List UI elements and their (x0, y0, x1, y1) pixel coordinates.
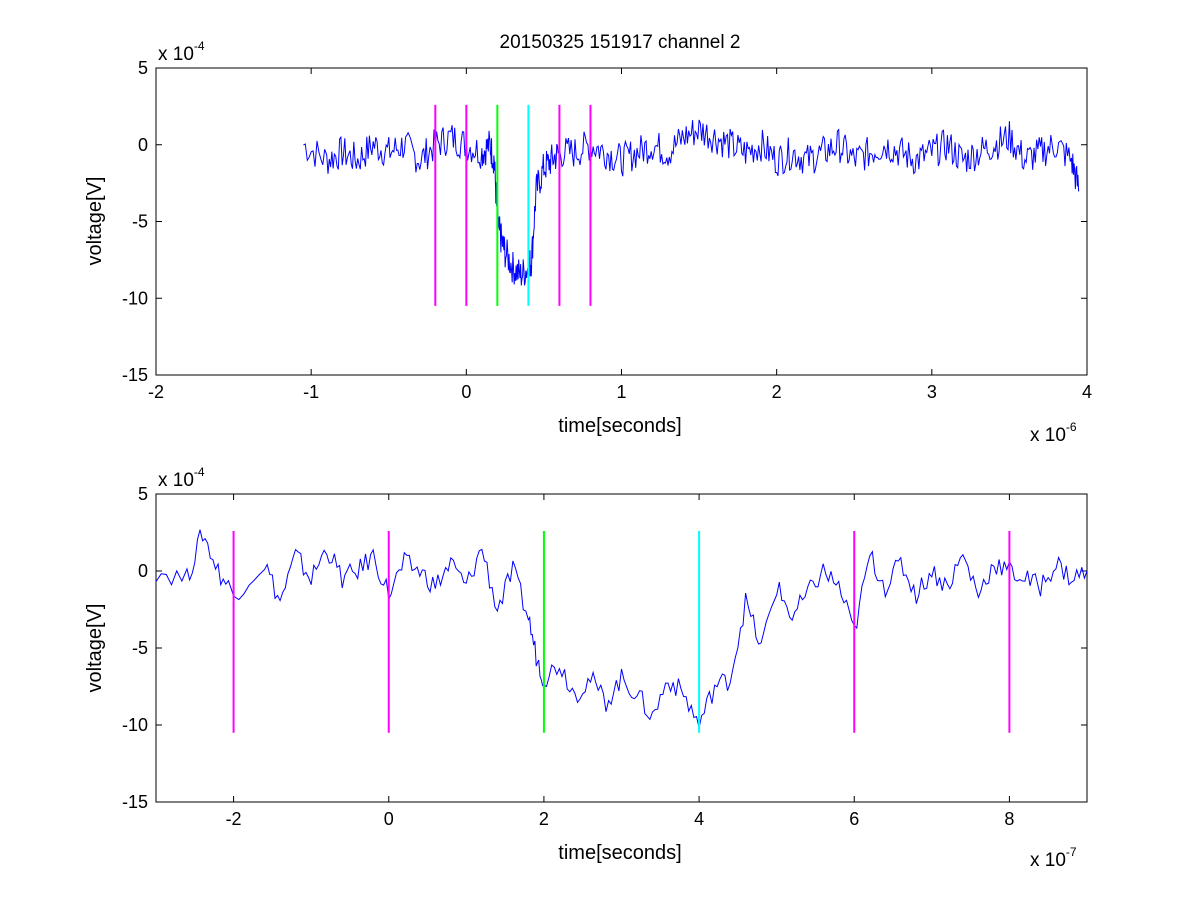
top-y-multiplier-exp: -4 (194, 39, 205, 53)
bottom-plot-marks: -2 0 2 4 6 8 5 0 -5 -10 -15 (122, 484, 1088, 829)
bottom-x-label: time[seconds] (558, 842, 681, 864)
bottom-y-multiplier: x 10-4 (158, 465, 205, 491)
top-plot-area (155, 67, 1088, 376)
top-y-tick-label: 0 (138, 135, 148, 155)
bottom-x-tick-label: 0 (384, 809, 394, 829)
top-x-tick-label: 4 (1082, 382, 1092, 402)
top-y-multiplier: x 10-4 (158, 39, 205, 65)
top-y-tick-label: -15 (122, 365, 148, 385)
top-plot-marks: -2 -1 0 1 2 3 450-5-10-15 (122, 58, 1092, 402)
top-x-multiplier: x 10-6 (1030, 420, 1077, 446)
bottom-y-tick-label: -15 (122, 792, 148, 812)
bottom-signal-line (155, 529, 1088, 728)
bottom-y-tick-label: 5 (138, 484, 148, 504)
bottom-plot-area (155, 493, 1088, 803)
bottom-y-tick-label: -5 (132, 638, 148, 658)
top-axes: -2 -1 0 1 2 3 450-5-10-15 time[seconds] voltag… (84, 39, 1092, 446)
figure-title: 20150325 151917 channel 2 (500, 32, 741, 53)
bottom-x-multiplier: x 10-7 (1030, 845, 1077, 871)
bottom-y-label: voltage[V] (84, 604, 106, 693)
bottom-x-tick-label: 8 (1004, 809, 1014, 829)
bottom-y-multiplier-exp: -4 (194, 465, 205, 479)
bottom-x-tick-label: 2 (539, 809, 549, 829)
top-x-tick-label: -1 (303, 382, 319, 402)
top-x-multiplier-exp: -6 (1066, 420, 1077, 434)
bottom-x-tick-label: 4 (694, 809, 704, 829)
bottom-x-multiplier-base: x 10 (1030, 850, 1066, 871)
top-x-tick-label: 0 (461, 382, 471, 402)
bottom-x-tick-label: -2 (226, 809, 242, 829)
top-x-tick-label: -2 (148, 382, 164, 402)
top-x-tick-label: 3 (927, 382, 937, 402)
top-x-tick-label: 2 (772, 382, 782, 402)
top-y-multiplier-base: x 10 (158, 44, 194, 65)
top-signal-line (303, 119, 1080, 286)
top-x-tick-label: 1 (616, 382, 626, 402)
bottom-x-tick-label: 6 (849, 809, 859, 829)
bottom-y-tick-label: 0 (138, 561, 148, 581)
bottom-axes: -2 0 2 4 6 8 5 0 -5 -10 -15 time[seconds] voltage[… (84, 465, 1088, 871)
bottom-y-multiplier-base: x 10 (158, 470, 194, 491)
bottom-y-tick-label: -10 (122, 715, 148, 735)
bottom-x-multiplier-exp: -7 (1066, 845, 1077, 859)
top-y-label: voltage[V] (84, 177, 106, 266)
top-x-label: time[seconds] (558, 415, 681, 437)
top-y-tick-label: 5 (138, 58, 148, 78)
top-y-tick-label: -10 (122, 288, 148, 308)
top-x-multiplier-base: x 10 (1030, 425, 1066, 446)
top-y-tick-label: -5 (132, 212, 148, 232)
